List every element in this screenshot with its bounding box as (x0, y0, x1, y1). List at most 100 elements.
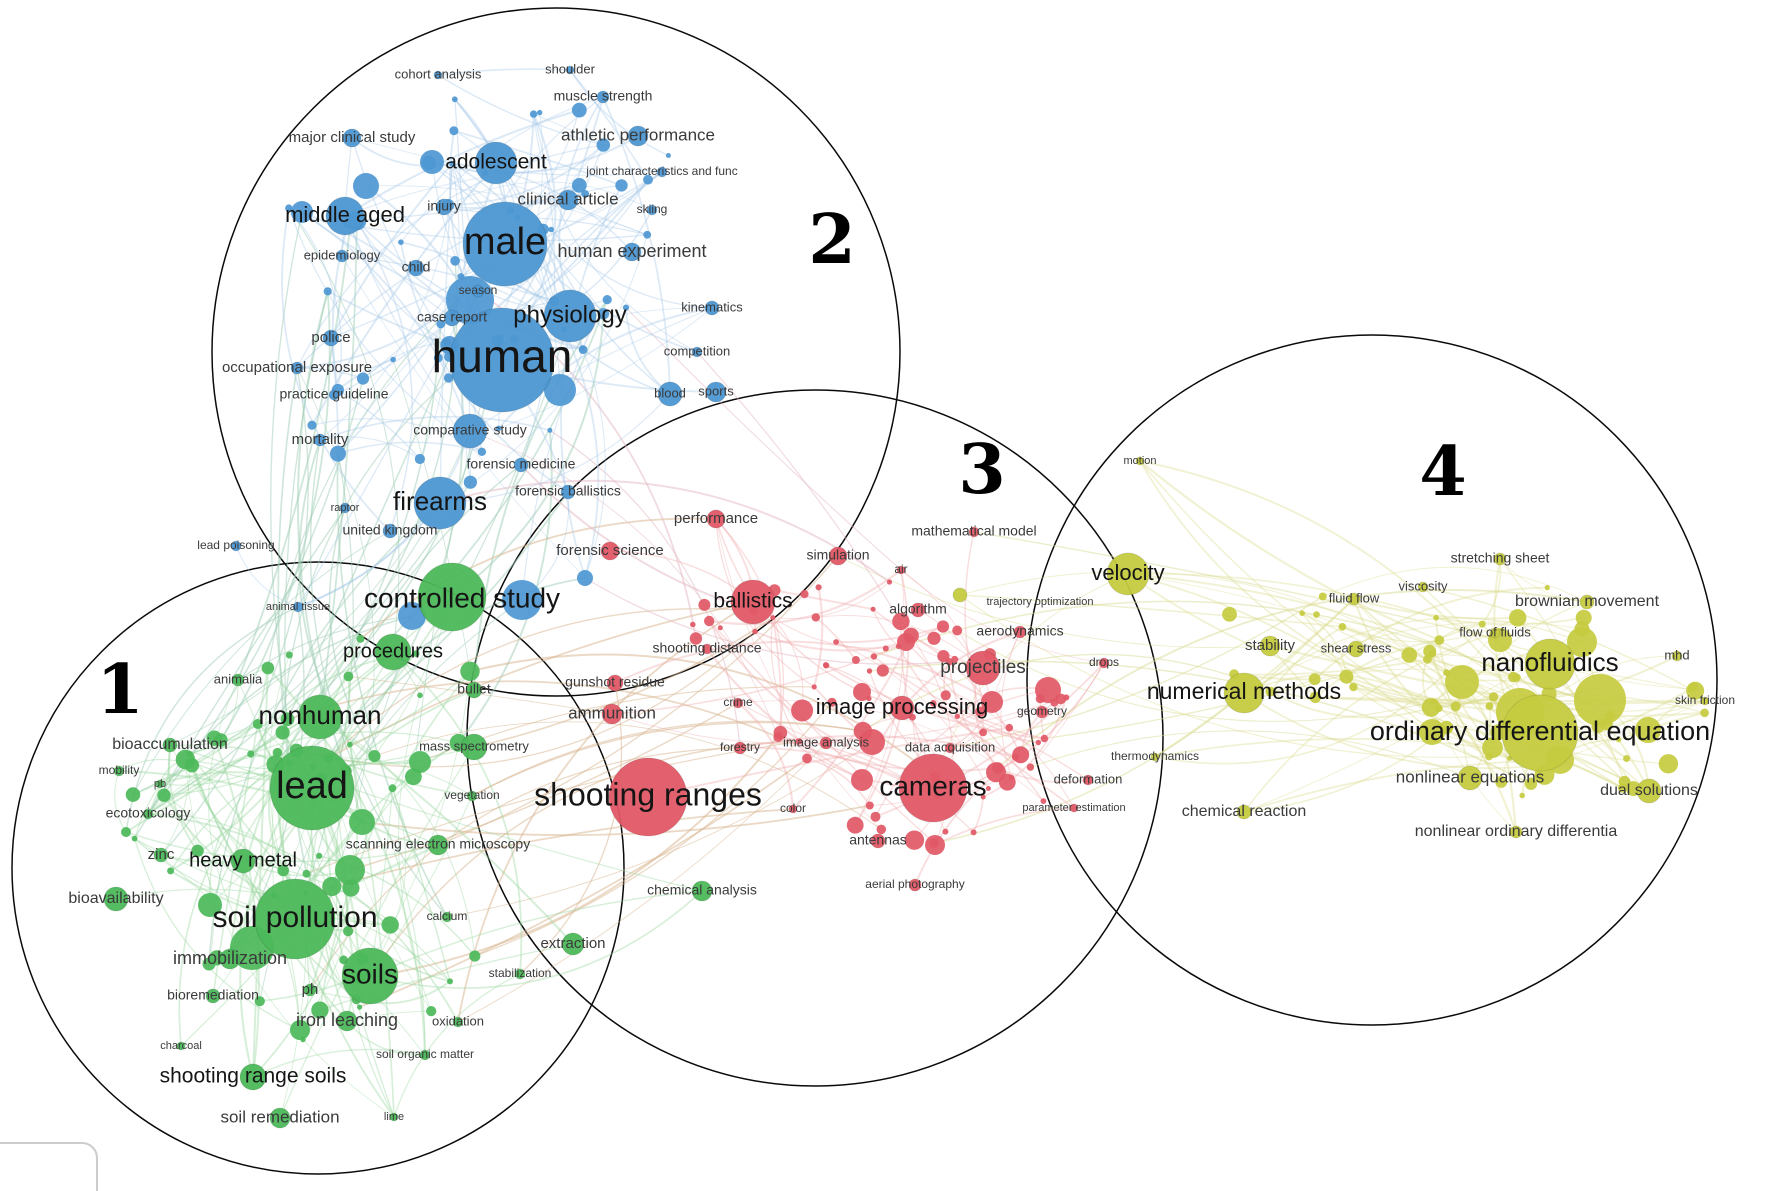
node-dot[interactable] (1430, 698, 1437, 705)
node-dot[interactable] (1658, 754, 1679, 774)
node-dot[interactable] (615, 179, 628, 192)
node-dot[interactable] (827, 697, 837, 707)
node-procedures[interactable] (374, 633, 412, 671)
node-dot[interactable] (125, 787, 141, 802)
node-flow-of-fluids[interactable] (1489, 627, 1501, 639)
node-dot[interactable] (1591, 719, 1605, 733)
node-velocity[interactable] (1106, 552, 1150, 596)
node-forensic-medicine[interactable] (513, 457, 529, 473)
node-dot[interactable] (929, 838, 939, 848)
node-shoulder[interactable] (565, 65, 575, 75)
node-dot[interactable] (876, 664, 889, 677)
node-dot[interactable] (851, 769, 873, 791)
node-dot[interactable] (689, 632, 703, 645)
node-dual-solutions[interactable] (1636, 778, 1662, 804)
node-soils[interactable] (341, 947, 399, 1005)
node-dot[interactable] (981, 691, 1003, 713)
node-dot[interactable] (853, 683, 871, 701)
node-dot[interactable] (1401, 647, 1418, 663)
node-mhd[interactable] (1671, 650, 1683, 662)
node-dot[interactable] (398, 239, 404, 245)
node-viscosity[interactable] (1417, 581, 1429, 593)
node-gunshot-residue[interactable] (606, 674, 624, 692)
node-geometry[interactable] (1035, 705, 1049, 719)
node-dot[interactable] (945, 658, 954, 666)
node-dot[interactable] (823, 662, 828, 668)
node-dot[interactable] (356, 372, 370, 385)
node-dot[interactable] (1265, 686, 1276, 697)
node-scanning-electron-microscopy[interactable] (427, 834, 449, 856)
node-competition[interactable] (691, 346, 703, 358)
node-algorithm[interactable] (910, 602, 926, 618)
node-bullet[interactable] (465, 681, 483, 699)
node-dot[interactable] (1008, 774, 1015, 780)
node-human[interactable] (449, 307, 555, 413)
node-dot[interactable] (330, 445, 346, 462)
node-dot[interactable] (1567, 627, 1597, 657)
node-united-kingdom[interactable] (382, 523, 398, 539)
node-mobility[interactable] (113, 765, 125, 777)
node-dot[interactable] (1495, 775, 1508, 788)
node-dot[interactable] (447, 978, 453, 985)
node-occupational-exposure[interactable] (290, 361, 304, 375)
node-dot[interactable] (537, 109, 543, 116)
node-immobilization[interactable] (219, 948, 241, 970)
node-dot[interactable] (802, 753, 812, 764)
node-joint-characteristics-and-func[interactable] (656, 166, 668, 178)
node-dot[interactable] (1700, 708, 1709, 718)
node-dot[interactable] (280, 712, 295, 727)
node-dot[interactable] (1308, 673, 1321, 686)
node-motion[interactable] (1135, 456, 1145, 466)
node-dot[interactable] (547, 427, 553, 433)
node-dot[interactable] (390, 356, 396, 363)
node-dot[interactable] (548, 226, 554, 233)
node-dot[interactable] (865, 801, 874, 810)
node-dot[interactable] (381, 916, 399, 934)
node-stretching-sheet[interactable] (1493, 552, 1507, 566)
node-shooting-distance[interactable] (701, 643, 713, 655)
node-soil-remediation[interactable] (269, 1107, 291, 1129)
node-cohort-analysis[interactable] (433, 70, 443, 80)
node-comparative-study[interactable] (452, 413, 488, 449)
node-dot[interactable] (665, 153, 671, 158)
node-charcoal[interactable] (176, 1041, 186, 1051)
node-cameras[interactable] (898, 753, 968, 823)
node-dot[interactable] (851, 656, 860, 664)
node-dot[interactable] (1318, 592, 1327, 601)
node-soil-pollution[interactable] (254, 878, 336, 960)
node-chemical-reaction[interactable] (1236, 804, 1252, 820)
node-crime[interactable] (732, 697, 744, 709)
node-dot[interactable] (1434, 635, 1445, 645)
node-dot[interactable] (846, 816, 864, 834)
node-dot[interactable] (1443, 669, 1450, 676)
node-dot[interactable] (940, 690, 951, 701)
node-dot[interactable] (815, 584, 822, 591)
node-air[interactable] (896, 565, 906, 575)
node-dot[interactable] (198, 893, 222, 917)
node-brownian-movement[interactable] (1579, 594, 1595, 610)
node-dot[interactable] (1338, 623, 1347, 631)
node-dot[interactable] (866, 695, 872, 702)
node-dot[interactable] (368, 750, 381, 763)
node-dot[interactable] (275, 725, 290, 740)
node-dot[interactable] (1524, 777, 1538, 790)
node-dot[interactable] (495, 425, 502, 432)
node-aerodynamics[interactable] (1013, 625, 1027, 639)
node-aerial-photography[interactable] (908, 878, 922, 892)
node-dot[interactable] (1026, 763, 1035, 771)
node-raptor[interactable] (339, 502, 351, 514)
node-dot[interactable] (882, 645, 889, 652)
node-nonlinear-ordinary-differentia[interactable] (1509, 825, 1523, 839)
node-heavy-metal[interactable] (230, 848, 256, 874)
node-dot[interactable] (752, 628, 758, 635)
node-dot[interactable] (417, 692, 423, 699)
node-dot[interactable] (1509, 609, 1527, 627)
node-dot[interactable] (285, 204, 293, 212)
node-dot[interactable] (811, 684, 817, 690)
node-dot[interactable] (643, 174, 653, 185)
node-skiing[interactable] (646, 204, 658, 216)
node-ammunition[interactable] (601, 703, 623, 725)
node-dot[interactable] (502, 580, 542, 620)
node-dot[interactable] (343, 671, 354, 682)
